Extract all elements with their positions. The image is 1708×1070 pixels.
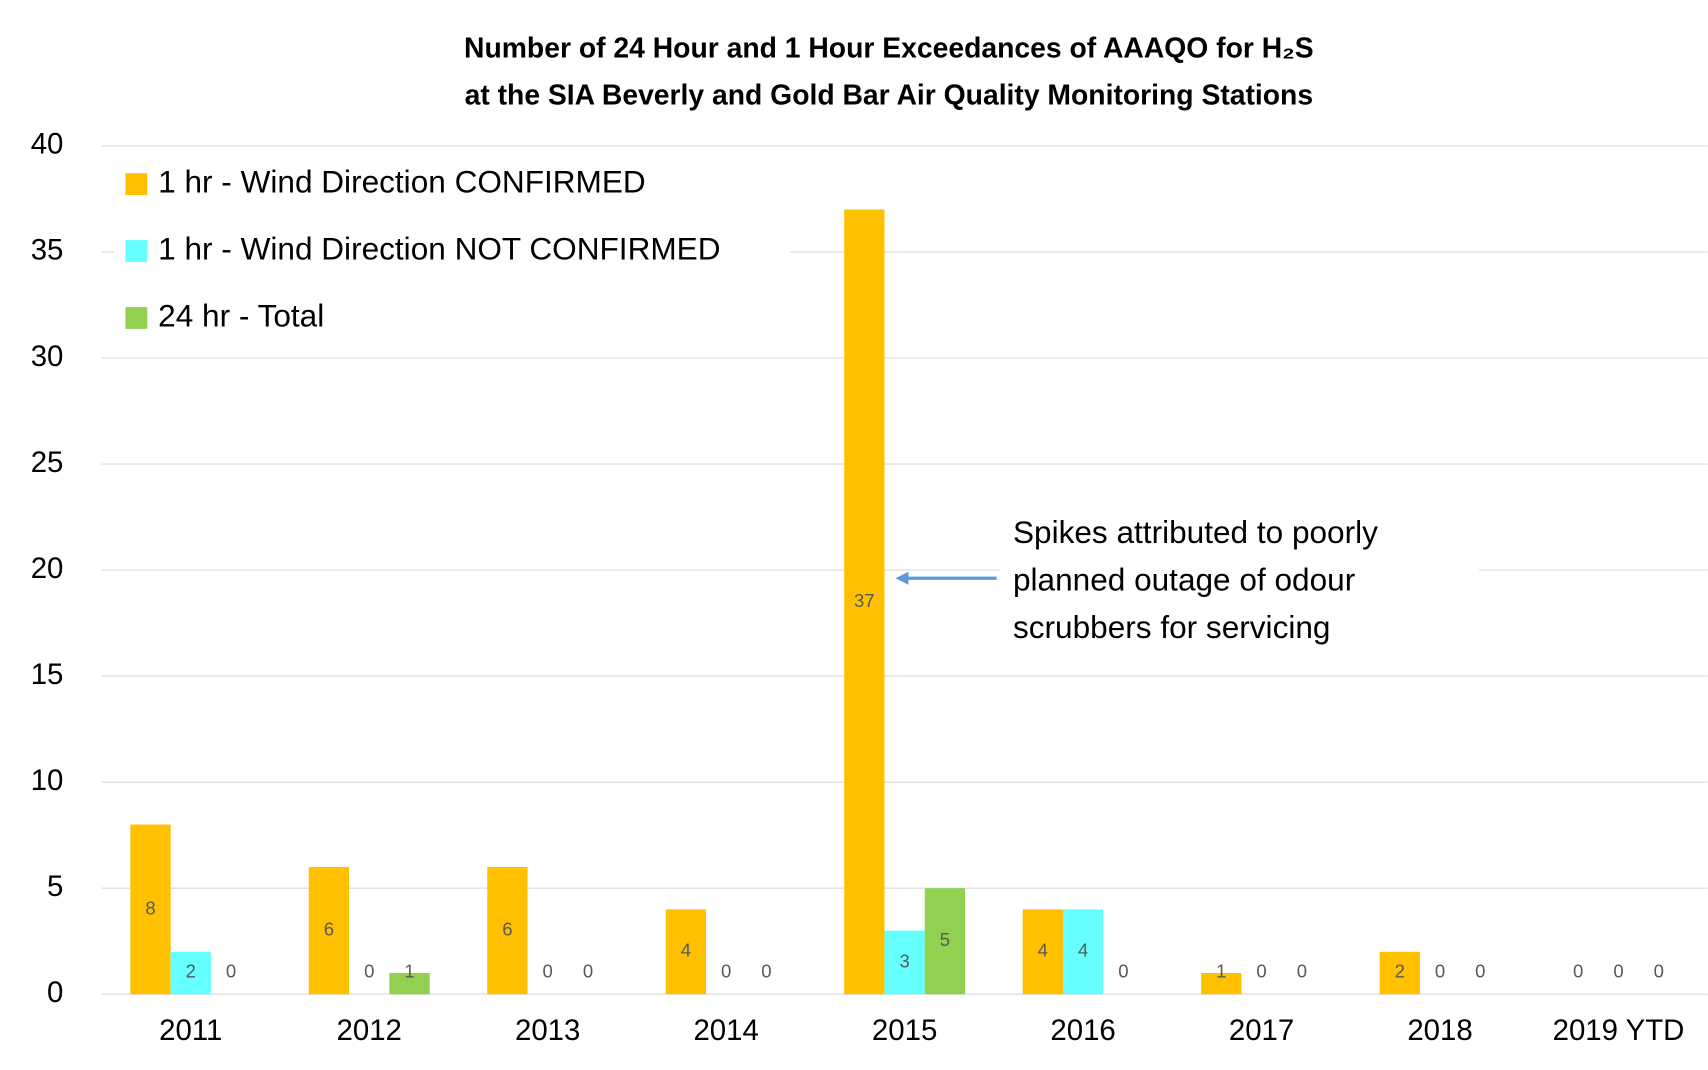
- x-tick-label: 2015: [872, 1014, 937, 1047]
- legend-background: [114, 157, 790, 344]
- data-label: 0: [583, 960, 593, 981]
- bar: [308, 866, 350, 995]
- data-label: 6: [502, 918, 512, 939]
- y-tick-label: 20: [31, 552, 64, 585]
- data-label: 5: [940, 929, 950, 950]
- y-tick-label: 40: [31, 128, 64, 161]
- data-label: 37: [854, 590, 875, 611]
- y-tick-label: 10: [31, 764, 64, 797]
- legend-swatch: [125, 173, 148, 195]
- data-label: 4: [1078, 940, 1088, 961]
- legend-label: 24 hr - Total: [158, 297, 324, 333]
- data-label: 4: [681, 940, 691, 961]
- data-label: 0: [1475, 960, 1485, 981]
- chart-title: at the SIA Beverly and Gold Bar Air Qual…: [465, 78, 1314, 110]
- data-label: 2: [1395, 960, 1405, 981]
- data-label: 1: [404, 960, 414, 981]
- data-label: 0: [1435, 960, 1445, 981]
- bar: [884, 930, 925, 995]
- bar: [1022, 909, 1063, 995]
- x-tick-label: 2017: [1229, 1014, 1294, 1047]
- bar: [130, 824, 171, 995]
- x-tick-label: 2018: [1407, 1014, 1472, 1047]
- data-label: 0: [543, 960, 553, 981]
- y-tick-label: 25: [31, 446, 64, 479]
- annotation-text: scrubbers for servicing: [1013, 609, 1331, 645]
- y-tick-label: 15: [31, 658, 64, 691]
- x-tick-label: 2014: [693, 1014, 758, 1047]
- bar: [1062, 909, 1104, 995]
- legend-label: 1 hr - Wind Direction CONFIRMED: [158, 163, 646, 199]
- y-tick-label: 35: [31, 234, 64, 267]
- data-label: 0: [1613, 960, 1623, 981]
- legend-swatch: [125, 240, 148, 262]
- y-tick-label: 5: [47, 870, 63, 903]
- data-label: 0: [1573, 960, 1583, 981]
- bar: [665, 909, 707, 995]
- bar: [1379, 951, 1420, 995]
- annotation-background: [999, 506, 1480, 654]
- data-label: 0: [1297, 960, 1307, 981]
- data-label: 6: [324, 918, 334, 939]
- x-tick-label: 2019 YTD: [1553, 1014, 1685, 1047]
- data-label: 1: [1216, 960, 1226, 981]
- y-tick-label: 0: [47, 976, 63, 1009]
- annotation-text: planned outage of odour: [1013, 561, 1355, 597]
- data-label: 0: [226, 960, 236, 981]
- annotation-text: Spikes attributed to poorly: [1013, 514, 1378, 550]
- legend-label: 1 hr - Wind Direction NOT CONFIRMED: [158, 230, 720, 266]
- data-label: 0: [1118, 960, 1128, 981]
- annotation-arrowhead: [895, 571, 909, 585]
- data-label: 0: [721, 960, 731, 981]
- data-label: 0: [364, 960, 374, 981]
- x-tick-label: 2013: [515, 1014, 580, 1047]
- y-tick-label: 30: [31, 340, 64, 373]
- data-label: 4: [1038, 940, 1048, 961]
- x-tick-label: 2012: [337, 1014, 402, 1047]
- data-label: 2: [186, 960, 196, 981]
- bar: [924, 888, 966, 995]
- data-label: 0: [761, 960, 771, 981]
- x-tick-label: 2011: [159, 1014, 222, 1047]
- data-label: 8: [145, 897, 155, 918]
- chart-title: Number of 24 Hour and 1 Hour Exceedances…: [464, 32, 1314, 64]
- data-label: 0: [1654, 960, 1664, 981]
- bar: [844, 209, 885, 995]
- data-label: 0: [1256, 960, 1266, 981]
- bar: [1201, 973, 1242, 995]
- data-label: 3: [899, 950, 909, 971]
- legend-swatch: [125, 307, 148, 329]
- x-tick-label: 2016: [1050, 1014, 1115, 1047]
- bar: [170, 951, 211, 995]
- bar: [389, 973, 430, 995]
- bar: [487, 866, 528, 995]
